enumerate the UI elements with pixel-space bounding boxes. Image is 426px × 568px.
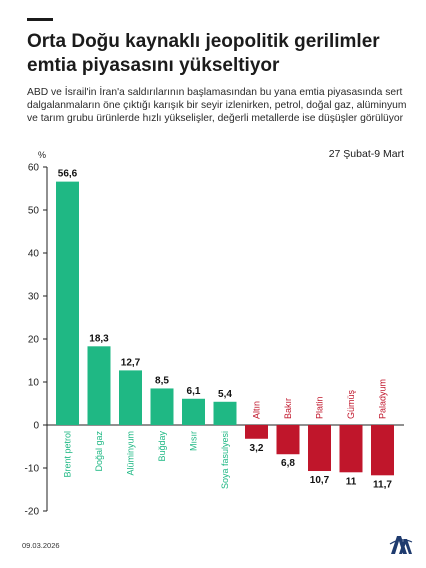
bar bbox=[276, 425, 300, 455]
bar bbox=[339, 425, 363, 473]
bar-value-label: 8,5 bbox=[155, 375, 169, 386]
category-label: Doğal gaz bbox=[94, 431, 104, 472]
bar bbox=[308, 425, 331, 472]
bar-value-label: 6,1 bbox=[187, 386, 201, 397]
page-subtitle: ABD ve İsrail'in İran'a saldırılarının b… bbox=[27, 87, 407, 124]
category-label: Platin bbox=[315, 396, 325, 419]
y-tick-label: 10 bbox=[28, 378, 40, 389]
y-tick-label: -20 bbox=[25, 507, 40, 518]
bar-value-label: 6,8 bbox=[281, 458, 295, 469]
bar bbox=[213, 401, 237, 425]
y-tick-label: 0 bbox=[33, 421, 39, 432]
y-tick-label: 20 bbox=[28, 335, 40, 346]
category-label: Gümüş bbox=[346, 389, 356, 419]
page-title: Orta Doğu kaynaklı jeopolitik gerilimler… bbox=[27, 31, 380, 76]
bar-value-label: 56,6 bbox=[58, 169, 78, 180]
footer-date: 09.03.2026 bbox=[22, 541, 60, 550]
bar bbox=[87, 346, 111, 425]
bar bbox=[150, 388, 174, 425]
category-label: Brent petrol bbox=[63, 431, 73, 478]
y-axis-unit-label: % bbox=[38, 150, 46, 160]
bar-value-label: 3,2 bbox=[250, 443, 264, 454]
bar-value-label: 18,3 bbox=[89, 333, 109, 344]
bar bbox=[182, 398, 205, 425]
category-label: Altın bbox=[252, 401, 262, 419]
y-tick-label: 50 bbox=[28, 206, 40, 217]
category-label: Alüminyum bbox=[126, 431, 136, 476]
y-tick-label: 60 bbox=[28, 163, 40, 174]
bar-value-label: 11,7 bbox=[373, 479, 392, 490]
bar bbox=[371, 425, 394, 476]
y-tick-label: 30 bbox=[28, 292, 40, 303]
bar bbox=[119, 370, 142, 425]
date-range: 27 Şubat-9 Mart bbox=[328, 148, 404, 160]
bar-value-label: 12,7 bbox=[121, 357, 141, 368]
y-tick-label: -10 bbox=[25, 464, 40, 475]
bar bbox=[245, 425, 268, 439]
top-accent-bar bbox=[27, 18, 53, 21]
category-label: Buğday bbox=[157, 431, 167, 462]
bar bbox=[56, 181, 79, 425]
category-label: Mısır bbox=[189, 431, 199, 451]
aa-logo-icon bbox=[389, 536, 413, 554]
category-label: Paladyum bbox=[378, 379, 388, 419]
category-label: Soya fasulyesi bbox=[220, 431, 230, 489]
category-label: Bakır bbox=[283, 398, 293, 419]
y-tick-label: 40 bbox=[28, 249, 40, 260]
bar-value-label: 10,7 bbox=[310, 475, 330, 486]
bar-value-label: 5,4 bbox=[218, 389, 232, 400]
bar-value-label: 11 bbox=[346, 476, 357, 487]
